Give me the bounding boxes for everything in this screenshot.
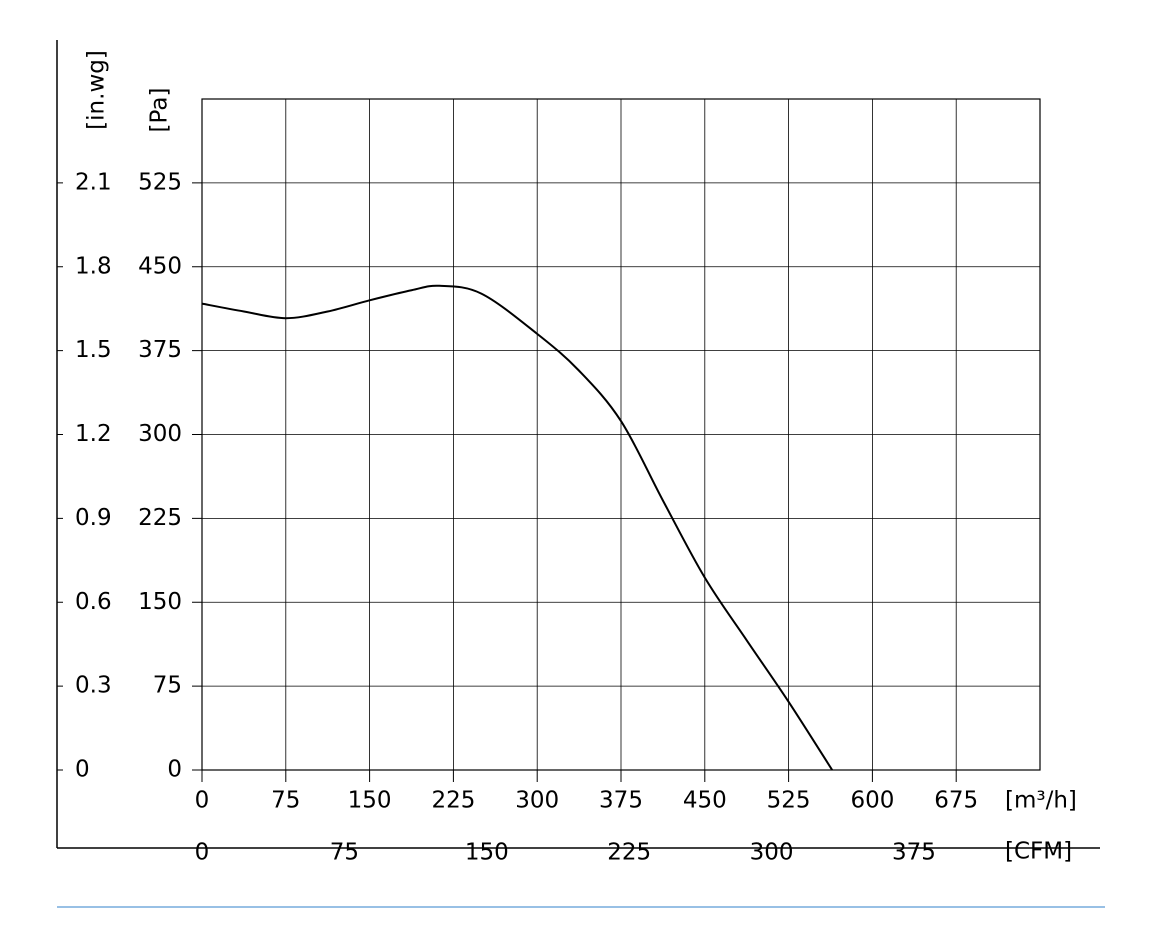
y2-tick-label: 1.2 [75, 421, 112, 447]
fan-curve [201, 284, 834, 771]
y2-tick-label: 0.3 [75, 673, 112, 699]
x2-tick-label: 300 [750, 840, 794, 866]
x-tick-label: 675 [934, 788, 978, 814]
y2-tick-label: 0.6 [75, 589, 112, 615]
x2-tick-label: 0 [195, 840, 210, 866]
x2-tick-label: 225 [607, 840, 651, 866]
y-tick-label: 150 [138, 589, 182, 615]
x-tick-label: 150 [348, 788, 392, 814]
x-tick-label: 450 [683, 788, 727, 814]
x2-axis-title: [CFM] [1005, 839, 1072, 865]
x-tick-label: 225 [431, 788, 475, 814]
x2-tick-label: 375 [892, 840, 936, 866]
y-tick-label: 525 [138, 169, 182, 195]
x2-tick-label: 75 [330, 840, 359, 866]
y2-tick-label: 0 [75, 757, 90, 783]
y-tick-label: 300 [138, 421, 182, 447]
x-tick-label: 375 [599, 788, 643, 814]
y2-tick-label: 1.8 [75, 253, 112, 279]
x-tick-label: 600 [850, 788, 894, 814]
y2-axis-title: [in.wg] [84, 50, 110, 130]
y-tick-label: 225 [138, 505, 182, 531]
y2-tick-label: 0.9 [75, 505, 112, 531]
y-tick-label: 450 [138, 253, 182, 279]
x-tick-label: 0 [195, 788, 210, 814]
y-tick-label: 75 [153, 673, 182, 699]
x-tick-label: 300 [515, 788, 559, 814]
y-tick-label: 375 [138, 337, 182, 363]
x-tick-label: 525 [767, 788, 811, 814]
y2-tick-label: 1.5 [75, 337, 112, 363]
y-axis-title: [Pa] [147, 88, 173, 133]
x-tick-label: 75 [271, 788, 300, 814]
y-tick-label: 0 [167, 757, 182, 783]
x2-tick-label: 150 [465, 840, 509, 866]
x-axis-title: [m³/h] [1005, 788, 1077, 814]
y2-tick-label: 2.1 [75, 169, 112, 195]
